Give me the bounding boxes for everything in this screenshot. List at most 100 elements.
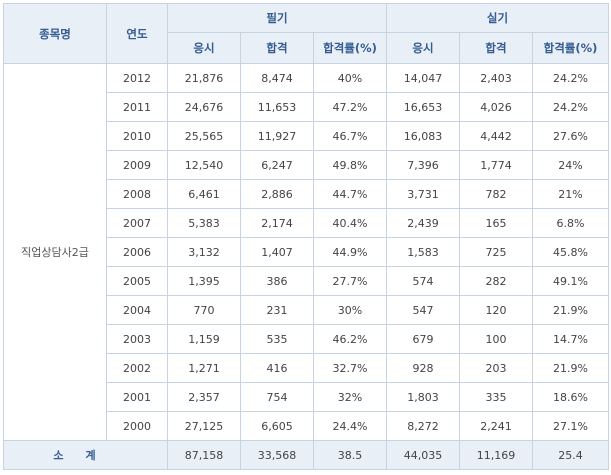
year-cell: 2011 — [106, 92, 168, 122]
table-row: 2001 2,357 754 32% 1,803 335 18.6% — [4, 382, 609, 412]
practical-applicants-cell: 2,439 — [386, 208, 460, 238]
exam-statistics-table: 종목명 연도 필기 실기 응시 합격 합격률(%) 응시 합격 합격률(%) 직… — [3, 3, 609, 470]
practical-rate-cell: 21.9% — [532, 353, 609, 383]
header-year: 연도 — [106, 3, 168, 64]
written-rate-cell: 46.2% — [313, 324, 387, 354]
practical-applicants-cell: 7,396 — [386, 150, 460, 180]
written-rate-cell: 44.9% — [313, 237, 387, 267]
written-passed-cell: 11,927 — [240, 121, 314, 151]
written-applicants-cell: 770 — [167, 295, 241, 325]
practical-passed-cell: 335 — [459, 382, 533, 412]
written-passed-cell: 1,407 — [240, 237, 314, 267]
practical-applicants-cell: 547 — [386, 295, 460, 325]
table-row: 2005 1,395 386 27.7% 574 282 49.1% — [4, 266, 609, 296]
written-rate-cell: 44.7% — [313, 179, 387, 209]
written-applicants-cell: 12,540 — [167, 150, 241, 180]
header-written-passed: 합격 — [240, 32, 314, 64]
practical-applicants-cell: 8,272 — [386, 411, 460, 441]
written-rate-cell: 24.4% — [313, 411, 387, 441]
practical-applicants-cell: 679 — [386, 324, 460, 354]
practical-passed-cell: 120 — [459, 295, 533, 325]
practical-passed-cell: 782 — [459, 179, 533, 209]
practical-rate-cell: 14.7% — [532, 324, 609, 354]
year-cell: 2007 — [106, 208, 168, 238]
written-applicants-cell: 24,676 — [167, 92, 241, 122]
practical-rate-cell: 27.6% — [532, 121, 609, 151]
total-written-passed: 33,568 — [240, 440, 314, 470]
year-cell: 2002 — [106, 353, 168, 383]
practical-passed-cell: 725 — [459, 237, 533, 267]
practical-passed-cell: 1,774 — [459, 150, 533, 180]
total-row: 소계 87,158 33,568 38.5 44,035 11,169 25.4 — [3, 440, 609, 470]
practical-passed-cell: 2,241 — [459, 411, 533, 441]
practical-passed-cell: 4,442 — [459, 121, 533, 151]
total-written-applicants: 87,158 — [167, 440, 241, 470]
table-row: 직업상담사2급 2012 21,876 8,474 40% 14,047 2,403 24.2… — [3, 63, 609, 441]
subject-name-cell: 직업상담사2급 — [3, 63, 107, 441]
written-passed-cell: 2,174 — [240, 208, 314, 238]
practical-rate-cell: 21.9% — [532, 295, 609, 325]
stats-table-wrapper: 종목명 연도 필기 실기 응시 합격 합격률(%) 응시 합격 합격률(%) 직… — [3, 3, 609, 470]
year-cell: 2006 — [106, 237, 168, 267]
table-row: 2006 3,132 1,407 44.9% 1,583 725 45.8% — [4, 237, 609, 267]
header-written-applicants: 응시 — [167, 32, 241, 64]
table-row: 2008 6,461 2,886 44.7% 3,731 782 21% — [4, 179, 609, 209]
written-rate-cell: 47.2% — [313, 92, 387, 122]
written-rate-cell: 30% — [313, 295, 387, 325]
practical-passed-cell: 203 — [459, 353, 533, 383]
header-written: 필기 — [167, 3, 387, 33]
practical-applicants-cell: 16,653 — [386, 92, 460, 122]
written-applicants-cell: 1,395 — [167, 266, 241, 296]
total-practical-rate: 25.4 — [532, 440, 609, 470]
table-row: 2000 27,125 6,605 24.4% 8,272 2,241 27.1% — [4, 411, 609, 441]
practical-rate-cell: 24.2% — [532, 63, 609, 93]
written-passed-cell: 11,653 — [240, 92, 314, 122]
written-rate-cell: 27.7% — [313, 266, 387, 296]
year-cell: 2003 — [106, 324, 168, 354]
written-rate-cell: 40.4% — [313, 208, 387, 238]
written-applicants-cell: 1,159 — [167, 324, 241, 354]
practical-passed-cell: 4,026 — [459, 92, 533, 122]
written-rate-cell: 32.7% — [313, 353, 387, 383]
written-passed-cell: 386 — [240, 266, 314, 296]
written-applicants-cell: 25,565 — [167, 121, 241, 151]
written-passed-cell: 535 — [240, 324, 314, 354]
practical-applicants-cell: 16,083 — [386, 121, 460, 151]
year-cell: 2010 — [106, 121, 168, 151]
practical-rate-cell: 24% — [532, 150, 609, 180]
table-row: 2004 770 231 30% 547 120 21.9% — [4, 295, 609, 325]
total-label: 소계 — [3, 440, 168, 470]
practical-applicants-cell: 1,803 — [386, 382, 460, 412]
practical-applicants-cell: 3,731 — [386, 179, 460, 209]
practical-passed-cell: 2,403 — [459, 63, 533, 93]
practical-rate-cell: 49.1% — [532, 266, 609, 296]
header-practical: 실기 — [386, 3, 609, 33]
practical-passed-cell: 165 — [459, 208, 533, 238]
written-rate-cell: 32% — [313, 382, 387, 412]
written-applicants-cell: 6,461 — [167, 179, 241, 209]
written-passed-cell: 2,886 — [240, 179, 314, 209]
table-row: 2011 24,676 11,653 47.2% 16,653 4,026 24.2% — [4, 92, 609, 122]
table-row: 2009 12,540 6,247 49.8% 7,396 1,774 24% — [4, 150, 609, 180]
year-cell: 2009 — [106, 150, 168, 180]
practical-rate-cell: 24.2% — [532, 92, 609, 122]
header-practical-rate: 합격률(%) — [532, 32, 609, 64]
table-row: 2002 1,271 416 32.7% 928 203 21.9% — [4, 353, 609, 383]
header-practical-passed: 합격 — [459, 32, 533, 64]
total-practical-applicants: 44,035 — [386, 440, 460, 470]
practical-applicants-cell: 14,047 — [386, 63, 460, 93]
written-passed-cell: 6,605 — [240, 411, 314, 441]
year-cell: 2001 — [106, 382, 168, 412]
written-applicants-cell: 2,357 — [167, 382, 241, 412]
written-applicants-cell: 27,125 — [167, 411, 241, 441]
practical-applicants-cell: 928 — [386, 353, 460, 383]
written-passed-cell: 416 — [240, 353, 314, 383]
written-passed-cell: 231 — [240, 295, 314, 325]
practical-passed-cell: 100 — [459, 324, 533, 354]
practical-rate-cell: 27.1% — [532, 411, 609, 441]
written-rate-cell: 40% — [313, 63, 387, 93]
practical-rate-cell: 45.8% — [532, 237, 609, 267]
written-passed-cell: 8,474 — [240, 63, 314, 93]
year-cell: 2005 — [106, 266, 168, 296]
written-applicants-cell: 21,876 — [167, 63, 241, 93]
